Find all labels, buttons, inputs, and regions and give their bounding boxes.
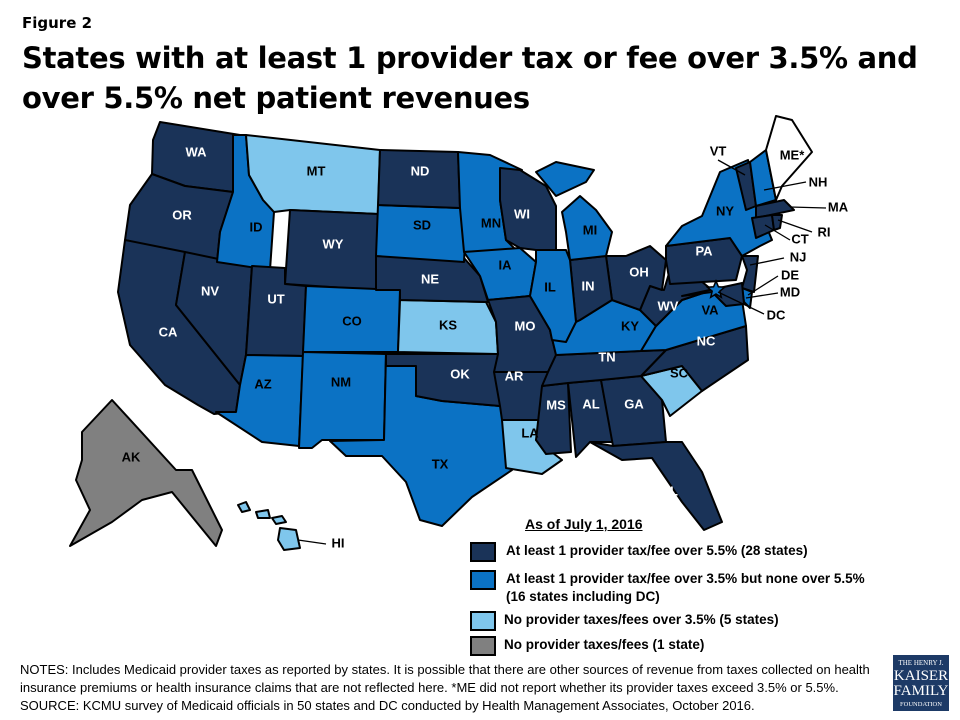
- state-mi: [561, 195, 613, 261]
- state-label-ak: AK: [122, 449, 141, 464]
- state-label-me: ME*: [780, 147, 806, 162]
- legend-label: No provider taxes/fees over 3.5% (5 stat…: [504, 612, 779, 627]
- state-label-ut: UT: [267, 291, 284, 306]
- state-ma: [755, 199, 795, 219]
- state-label-nv: NV: [201, 283, 219, 298]
- state-label-co: CO: [342, 313, 362, 328]
- state-label-ny: NY: [716, 203, 734, 218]
- state-label-mt: MT: [307, 163, 326, 178]
- state-label-ri: RI: [818, 224, 831, 239]
- state-label-sc: SC: [670, 365, 689, 380]
- state-ne: [375, 255, 489, 303]
- state-mi: [535, 161, 595, 197]
- state-label-hi: HI: [332, 535, 345, 550]
- state-label-tx: TX: [432, 456, 449, 471]
- source-text: SOURCE: KCMU survey of Medicaid official…: [20, 698, 755, 713]
- state-md: [681, 282, 745, 307]
- leader-line: [745, 292, 779, 299]
- state-label-wa: WA: [186, 144, 208, 159]
- state-label-wi: WI: [514, 206, 530, 221]
- state-label-ca: CA: [159, 324, 178, 339]
- state-label-ia: IA: [499, 257, 513, 272]
- state-label-ok: OK: [450, 366, 470, 381]
- state-label-ne: NE: [421, 271, 439, 286]
- state-label-in: IN: [582, 278, 595, 293]
- state-ak: [69, 399, 223, 547]
- state-label-ct: CT: [791, 231, 808, 246]
- state-label-ks: KS: [439, 317, 457, 332]
- state-label-mo: MO: [515, 318, 536, 333]
- notes: NOTES: Includes Medicaid provider taxes …: [20, 661, 900, 715]
- legend-swatch: [470, 570, 496, 590]
- state-label-dc: DC: [767, 307, 786, 322]
- state-label-nc: NC: [697, 333, 716, 348]
- state-label-al: AL: [582, 396, 599, 411]
- state-label-de: DE: [781, 267, 799, 282]
- state-label-mn: MN: [481, 215, 501, 230]
- notes-text: NOTES: Includes Medicaid provider taxes …: [20, 662, 870, 695]
- state-label-pa: PA: [695, 243, 713, 258]
- state-ms: [535, 382, 572, 455]
- state-label-mi: MI: [583, 222, 597, 237]
- state-label-wv: WV: [658, 298, 679, 313]
- legend-label: No provider taxes/fees (1 state): [504, 637, 705, 652]
- state-label-or: OR: [172, 207, 192, 222]
- state-fl: [589, 441, 723, 531]
- state-label-ms: MS: [546, 397, 566, 412]
- leader-line: [789, 206, 827, 209]
- leader-line: [717, 291, 765, 315]
- state-nm: [298, 351, 387, 449]
- state-il: [529, 249, 577, 343]
- leader-line: [717, 159, 746, 176]
- leader-line: [777, 219, 813, 233]
- kff-logo: THE HENRY J. KAISER FAMILY FOUNDATION: [893, 655, 949, 711]
- leader-line: [763, 181, 807, 191]
- state-label-fl: FL: [662, 483, 678, 498]
- state-label-nh: NH: [809, 174, 828, 189]
- state-wi: [499, 167, 557, 251]
- leader-line: [297, 539, 327, 545]
- state-label-md: MD: [780, 284, 800, 299]
- state-label-va: VA: [701, 302, 719, 317]
- leader-line: [764, 224, 791, 241]
- state-me: [765, 115, 813, 201]
- state-nj: [741, 255, 759, 293]
- state-label-vt: VT: [710, 143, 727, 158]
- state-label-ma: MA: [828, 199, 849, 214]
- state-label-la: LA: [521, 425, 539, 440]
- state-label-oh: OH: [629, 264, 649, 279]
- dc-star-marker: [705, 279, 727, 299]
- state-nd: [377, 149, 461, 209]
- legend-swatch: [470, 611, 496, 631]
- state-label-nj: NJ: [790, 249, 807, 264]
- state-sd: [375, 204, 467, 263]
- leader-line: [747, 275, 779, 296]
- state-label-nd: ND: [411, 163, 430, 178]
- state-hi: [277, 527, 301, 551]
- state-label-ar: AR: [505, 368, 524, 383]
- state-hi: [271, 515, 287, 525]
- leader-line: [749, 257, 785, 266]
- legend-swatch: [470, 636, 496, 656]
- state-label-az: AZ: [254, 376, 271, 391]
- state-label-nm: NM: [331, 374, 351, 389]
- map-title: States with at least 1 provider tax or f…: [22, 41, 918, 115]
- state-label-wy: WY: [323, 236, 344, 251]
- state-label-id: ID: [250, 219, 263, 234]
- legend-label: At least 1 provider tax/fee over 3.5% bu…: [506, 571, 865, 604]
- legend-label: At least 1 provider tax/fee over 5.5% (2…: [506, 543, 808, 558]
- state-label-il: IL: [544, 279, 556, 294]
- state-label-ga: GA: [624, 396, 644, 411]
- state-hi: [255, 509, 271, 519]
- legend-title: As of July 1, 2016: [525, 516, 643, 532]
- state-label-sd: SD: [413, 217, 431, 232]
- state-label-ky: KY: [621, 318, 639, 333]
- state-label-tn: TN: [598, 349, 615, 364]
- legend-swatch: [470, 542, 496, 562]
- state-ri: [771, 214, 783, 231]
- state-hi: [237, 501, 251, 513]
- figure-label: Figure 2: [22, 14, 93, 32]
